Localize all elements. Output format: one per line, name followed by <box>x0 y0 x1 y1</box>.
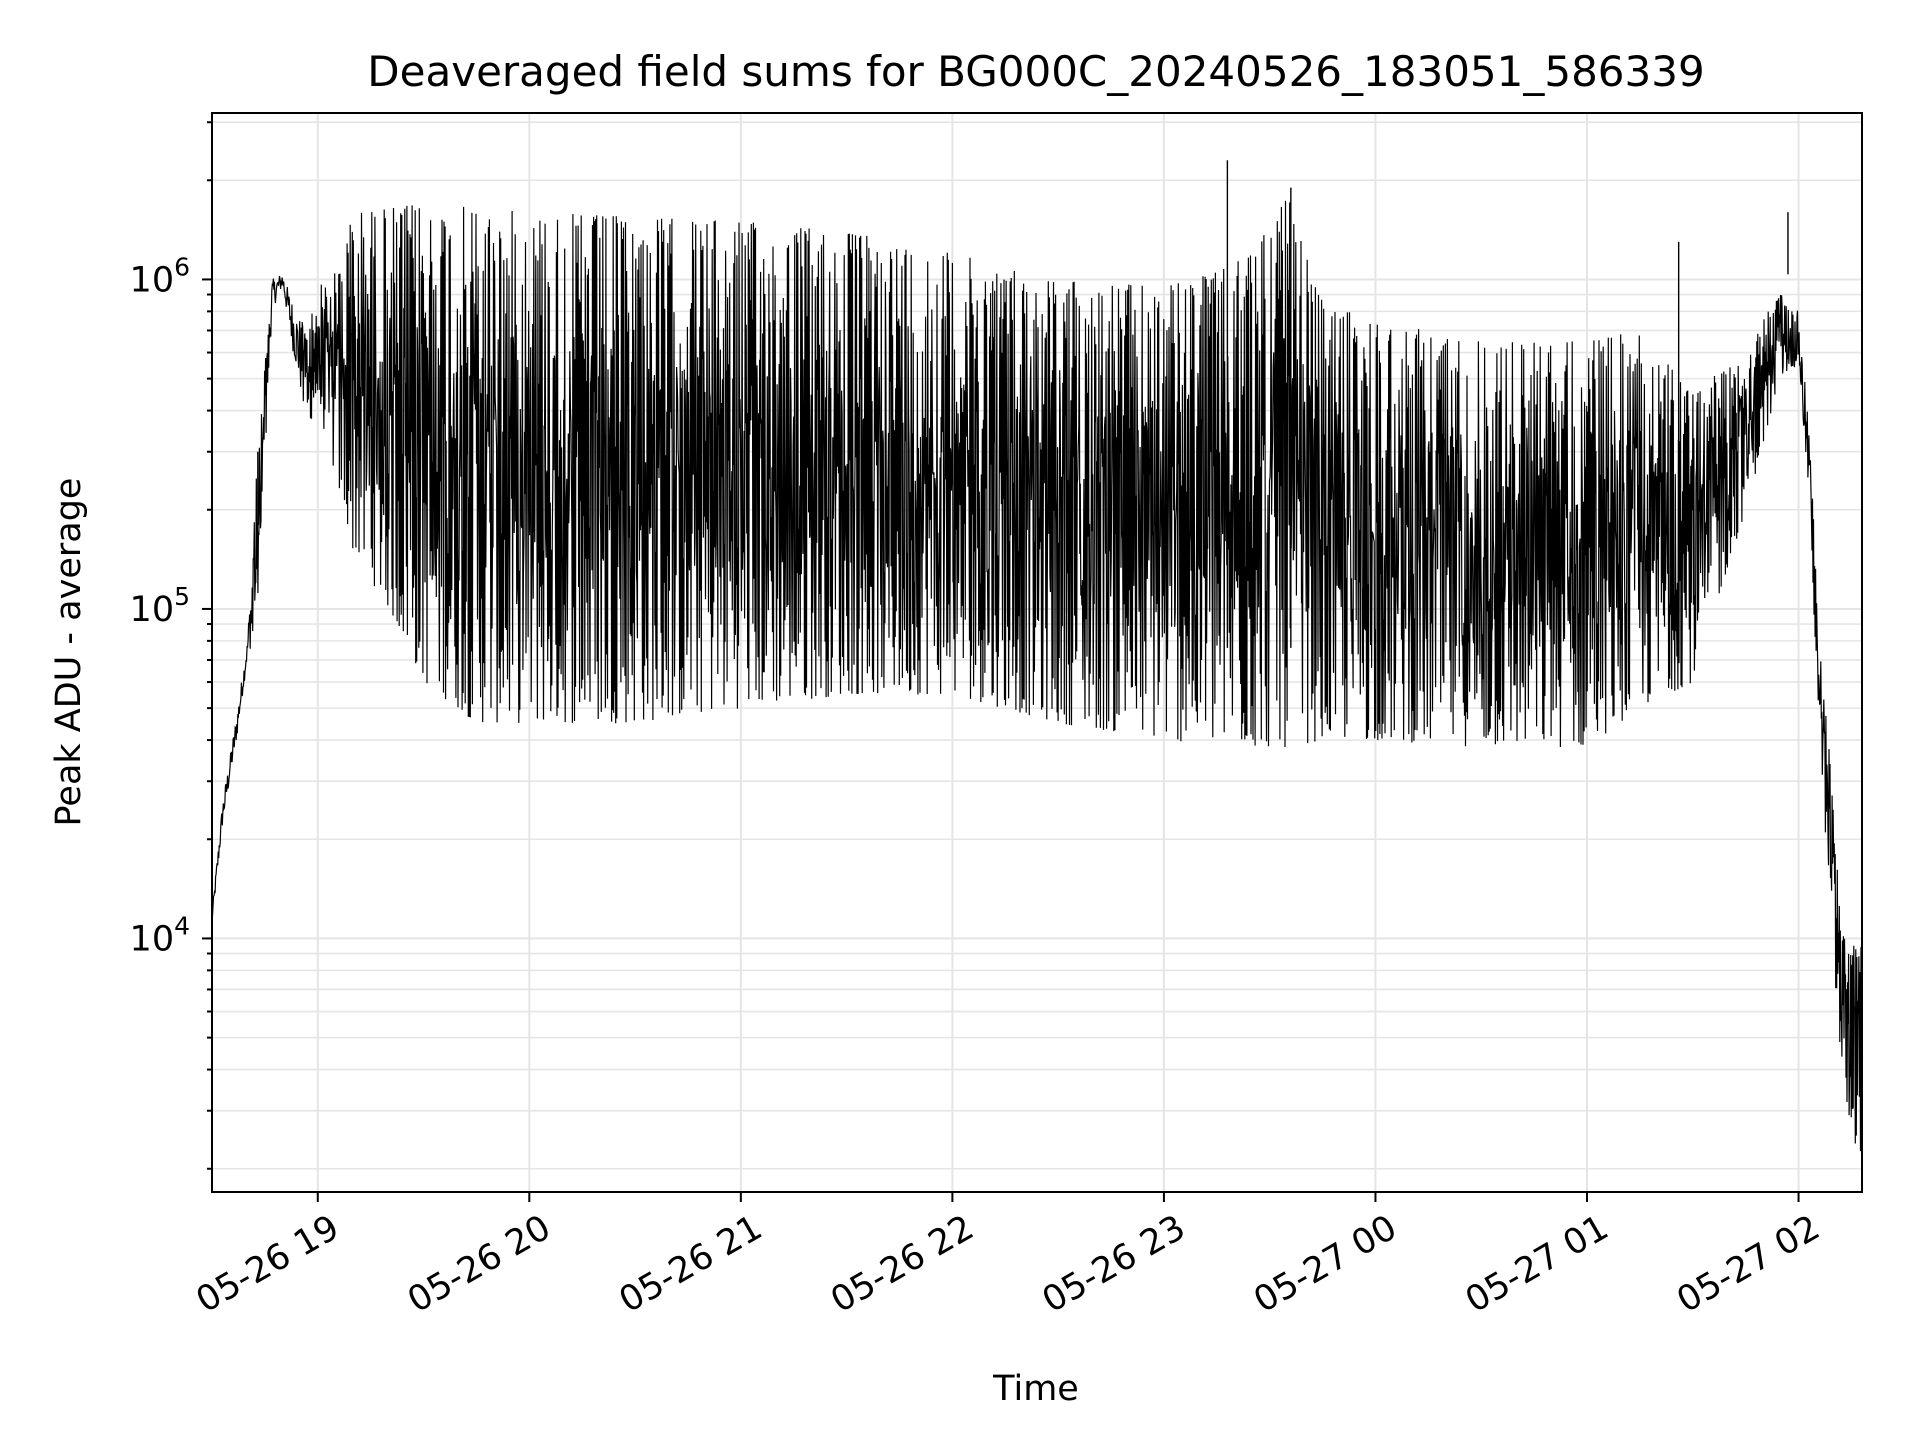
y-axis-label: Peak ADU - average <box>49 478 89 827</box>
y-tick-label: 105 <box>130 582 190 630</box>
y-tick-label-exponent: 6 <box>174 252 190 281</box>
x-axis-label: Time <box>992 1369 1079 1409</box>
series-line <box>211 200 1863 1152</box>
y-tick-label-base: 10 <box>130 590 175 630</box>
plot-frame <box>211 112 1863 1193</box>
chart-title: Deaveraged field sums for BG000C_2024052… <box>367 47 1704 96</box>
y-tick-label-base: 10 <box>130 260 175 300</box>
y-tick-label-exponent: 5 <box>174 582 190 611</box>
y-tick-label-exponent: 4 <box>174 911 190 940</box>
y-tick-label: 106 <box>130 252 190 300</box>
series-layer <box>211 160 1863 1152</box>
y-tick-label-base: 10 <box>130 919 175 959</box>
y-tick-label: 104 <box>130 911 190 959</box>
